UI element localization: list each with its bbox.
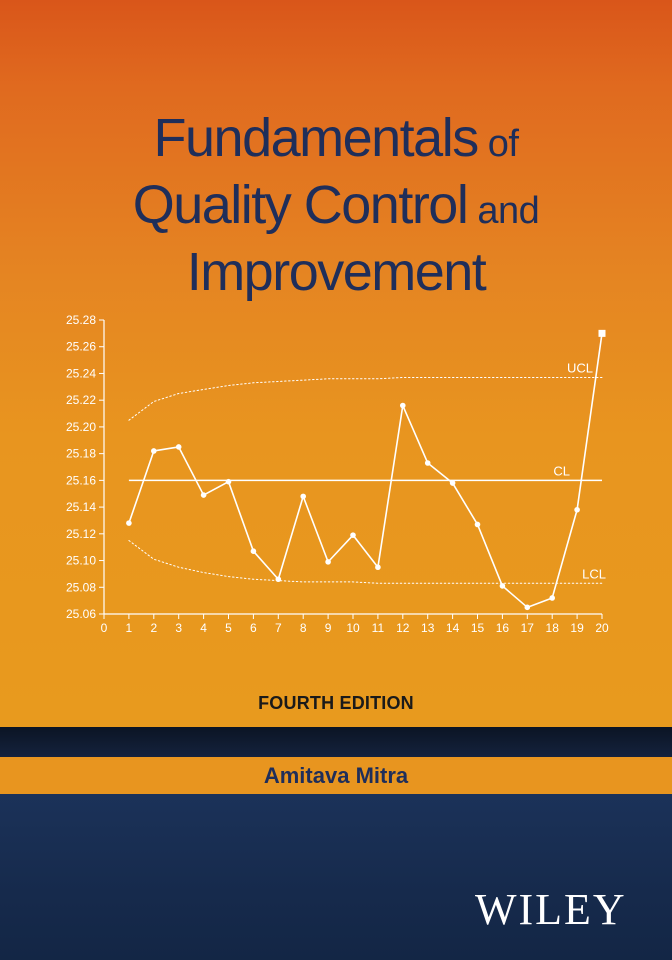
author-name: Amitava Mitra: [263, 762, 409, 788]
data-point: [200, 492, 207, 498]
title-word-improvement: Improvement: [186, 242, 487, 302]
y-tick-label: 25.06: [66, 607, 96, 621]
shadow-band: [0, 727, 672, 757]
cl-label: CL: [553, 463, 570, 478]
data-point: [424, 460, 431, 466]
data-point: [499, 583, 506, 589]
data-point: [225, 478, 232, 485]
data-point: [275, 576, 282, 583]
y-tick-label: 25.22: [66, 393, 96, 407]
x-tick-label: 10: [346, 621, 360, 635]
y-tick-label: 25.28: [66, 313, 96, 327]
x-tick-label: 20: [595, 621, 609, 635]
y-tick-label: 25.16: [66, 473, 96, 487]
y-tick-label: 25.08: [66, 580, 96, 594]
data-point: [449, 480, 456, 486]
data-point: [350, 532, 356, 538]
x-tick-label: 6: [250, 621, 257, 635]
data-point: [300, 493, 307, 500]
data-point: [524, 604, 531, 611]
data-point: [549, 595, 555, 601]
data-point: [325, 559, 331, 565]
x-tick-label: 2: [150, 621, 157, 635]
ucl-label: UCL: [567, 360, 593, 375]
lcl-label: LCL: [582, 566, 606, 581]
title-words-quality-control: Quality Control: [132, 175, 469, 235]
x-tick-label: 7: [275, 621, 282, 635]
x-tick-label: 12: [396, 621, 410, 635]
title-word-and: and: [467, 190, 540, 232]
author-band: Amitava Mitra: [0, 757, 672, 794]
y-tick-label: 25.18: [66, 447, 96, 461]
data-point: [574, 506, 580, 513]
x-tick-label: 0: [101, 621, 108, 635]
lcl-line: [128, 540, 603, 584]
y-tick-label: 25.10: [66, 554, 96, 568]
x-tick-label: 14: [446, 621, 460, 635]
x-tick-label: 11: [372, 621, 385, 635]
data-point-out-of-control: [598, 329, 606, 337]
title-line-3: Improvement: [0, 242, 672, 309]
x-tick-label: 8: [300, 621, 307, 635]
y-tick-label: 25.24: [66, 366, 96, 380]
x-tick-label: 16: [496, 621, 510, 635]
x-tick-label: 18: [546, 621, 560, 635]
title-line-1: Fundamentals of: [0, 108, 672, 175]
title-word-of: of: [477, 123, 519, 165]
publisher-logo: WILEY: [475, 885, 627, 934]
navy-panel: [0, 794, 672, 960]
y-tick-label: 25.20: [66, 420, 96, 434]
x-tick-label: 19: [570, 621, 584, 635]
x-tick-label: 1: [126, 621, 133, 635]
y-tick-label: 25.14: [66, 500, 96, 514]
x-tick-label: 5: [225, 621, 232, 635]
x-tick-label: 15: [471, 621, 485, 635]
data-point: [250, 548, 257, 554]
orange-panel: [0, 0, 672, 727]
y-tick-label: 25.26: [66, 340, 96, 354]
data-point: [151, 448, 157, 454]
x-tick-label: 13: [421, 621, 435, 635]
control-chart: 25.06 25.08 25.10 25.12 25.14 25.16 25.18 25.20…: [66, 313, 609, 635]
x-tick-label: 4: [200, 621, 207, 635]
x-tick-label: 9: [325, 621, 332, 635]
title-word-fundamentals: Fundamentals: [153, 108, 480, 168]
data-point: [126, 520, 132, 526]
data-point: [400, 402, 406, 409]
data-series-line: [128, 333, 603, 609]
data-point: [375, 564, 381, 571]
data-point: [474, 521, 481, 528]
ucl-line: [128, 376, 603, 421]
data-point: [175, 444, 182, 450]
title-line-2: Quality Control and: [0, 175, 672, 242]
x-tick-label: 3: [175, 621, 182, 635]
x-tick-label: 17: [521, 621, 535, 635]
y-tick-label: 25.12: [66, 527, 96, 541]
edition-label: FOURTH EDITION: [258, 693, 414, 713]
book-title: Fundamentals of Quality Control and Impr…: [0, 108, 672, 309]
